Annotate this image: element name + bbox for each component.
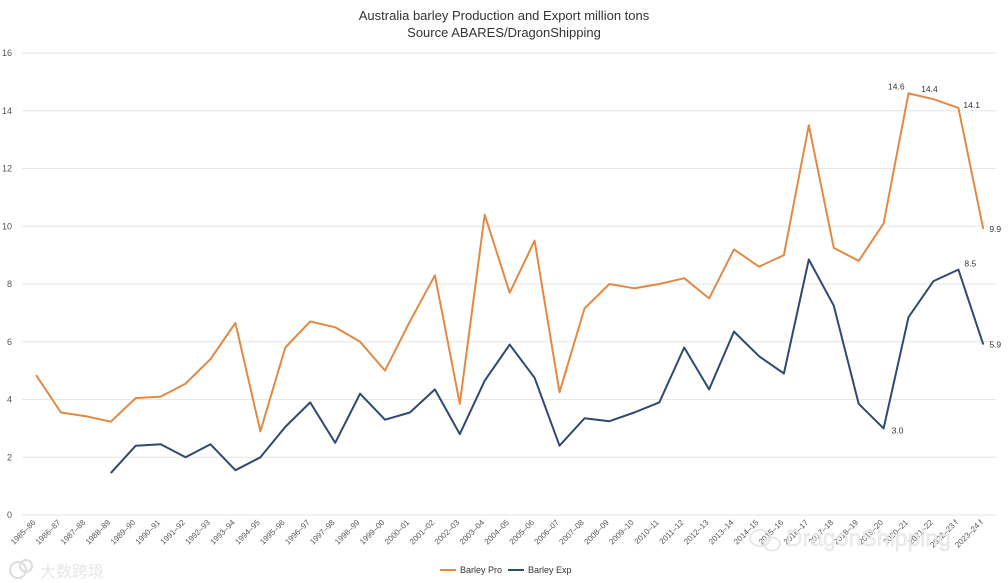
y-tick-label: 10 xyxy=(2,221,12,231)
x-tick-label: 2011–12 xyxy=(658,518,686,546)
data-label: 14.1 xyxy=(963,100,980,110)
y-tick-label: 12 xyxy=(2,164,12,174)
y-tick-label: 4 xyxy=(7,395,12,405)
watermark-left-text: 大数跨境 xyxy=(40,562,104,581)
x-tick-label: 1996–97 xyxy=(283,518,312,547)
x-tick-label: 1995–96 xyxy=(258,518,287,547)
x-tick-label: 2001–02 xyxy=(408,518,437,547)
x-tick-label: 2008–09 xyxy=(582,518,611,547)
series-line-barley-pro xyxy=(35,92,985,433)
data-label: 14.6 xyxy=(888,81,905,91)
x-tick-label: 1994–95 xyxy=(233,518,262,547)
x-tick-label: 2010–11 xyxy=(633,518,661,546)
legend: Barley Pro Barley Exp xyxy=(440,565,572,575)
series-lines xyxy=(35,92,985,474)
y-tick-label: 2 xyxy=(7,452,12,462)
x-tick-label: 2005–06 xyxy=(508,518,537,547)
x-tick-label: 1992–93 xyxy=(184,518,213,547)
y-tick-label: 0 xyxy=(7,510,12,520)
x-tick-label: 2015–16 xyxy=(757,518,786,547)
x-tick-label: 1993–94 xyxy=(208,518,237,547)
x-tick-label: 2023–24 f xyxy=(953,518,985,550)
x-tick-label: 2007–08 xyxy=(557,518,586,547)
x-tick-label: 2002–03 xyxy=(433,518,462,547)
x-tick-label: 2009–10 xyxy=(607,518,636,547)
x-tick-label: 2006–07 xyxy=(533,518,562,547)
x-tick-label: 2003–04 xyxy=(458,518,487,547)
y-axis-ticks: 0 2 4 6 8 10 12 14 16 xyxy=(2,48,12,520)
data-label: 14.4 xyxy=(921,84,938,94)
series-line-barley-exp xyxy=(110,258,985,474)
legend-label: Barley Exp xyxy=(528,565,572,575)
y-tick-label: 14 xyxy=(2,106,12,116)
x-tick-label: 2000–01 xyxy=(383,518,412,547)
x-tick-label: 1989–90 xyxy=(109,518,138,547)
x-tick-label: 1997–98 xyxy=(308,518,337,547)
data-labels: 14.6 14.4 14.1 9.9 3.0 8.5 5.9 xyxy=(888,81,1001,435)
chart-subtitle: Source ABARES/DragonShipping xyxy=(407,25,601,40)
x-tick-label: 1990–91 xyxy=(134,518,163,547)
x-tick-label: 1986–87 xyxy=(34,518,63,547)
watermark-right-text: DragonShipping xyxy=(786,525,951,551)
data-label: 5.9 xyxy=(989,340,1001,350)
y-tick-label: 6 xyxy=(7,337,12,347)
gridlines xyxy=(22,52,996,516)
y-tick-label: 8 xyxy=(7,279,12,289)
y-tick-label: 16 xyxy=(2,48,12,58)
x-tick-label: 1999–00 xyxy=(358,518,387,547)
x-tick-label: 2004–05 xyxy=(483,518,512,547)
data-label: 3.0 xyxy=(892,425,904,435)
x-tick-label: 1991–92 xyxy=(159,518,188,547)
x-tick-label: 1985–86 xyxy=(9,518,38,547)
legend-label: Barley Pro xyxy=(460,565,502,575)
x-tick-label: 2013–14 xyxy=(707,518,736,547)
x-tick-label: 2012–13 xyxy=(682,518,711,547)
data-label: 9.9 xyxy=(989,224,1001,234)
data-label: 8.5 xyxy=(964,259,976,269)
x-tick-label: 1987–88 xyxy=(59,518,88,547)
x-tick-label: 1988–89 xyxy=(84,518,113,547)
chart-title: Australia barley Production and Export m… xyxy=(359,8,650,23)
watermark-right-logo: DragonShipping xyxy=(749,525,951,552)
watermark-left-logo: 大数跨境 xyxy=(9,559,104,581)
x-tick-label: 2014–15 xyxy=(732,518,761,547)
x-tick-label: 1998–99 xyxy=(333,518,362,547)
